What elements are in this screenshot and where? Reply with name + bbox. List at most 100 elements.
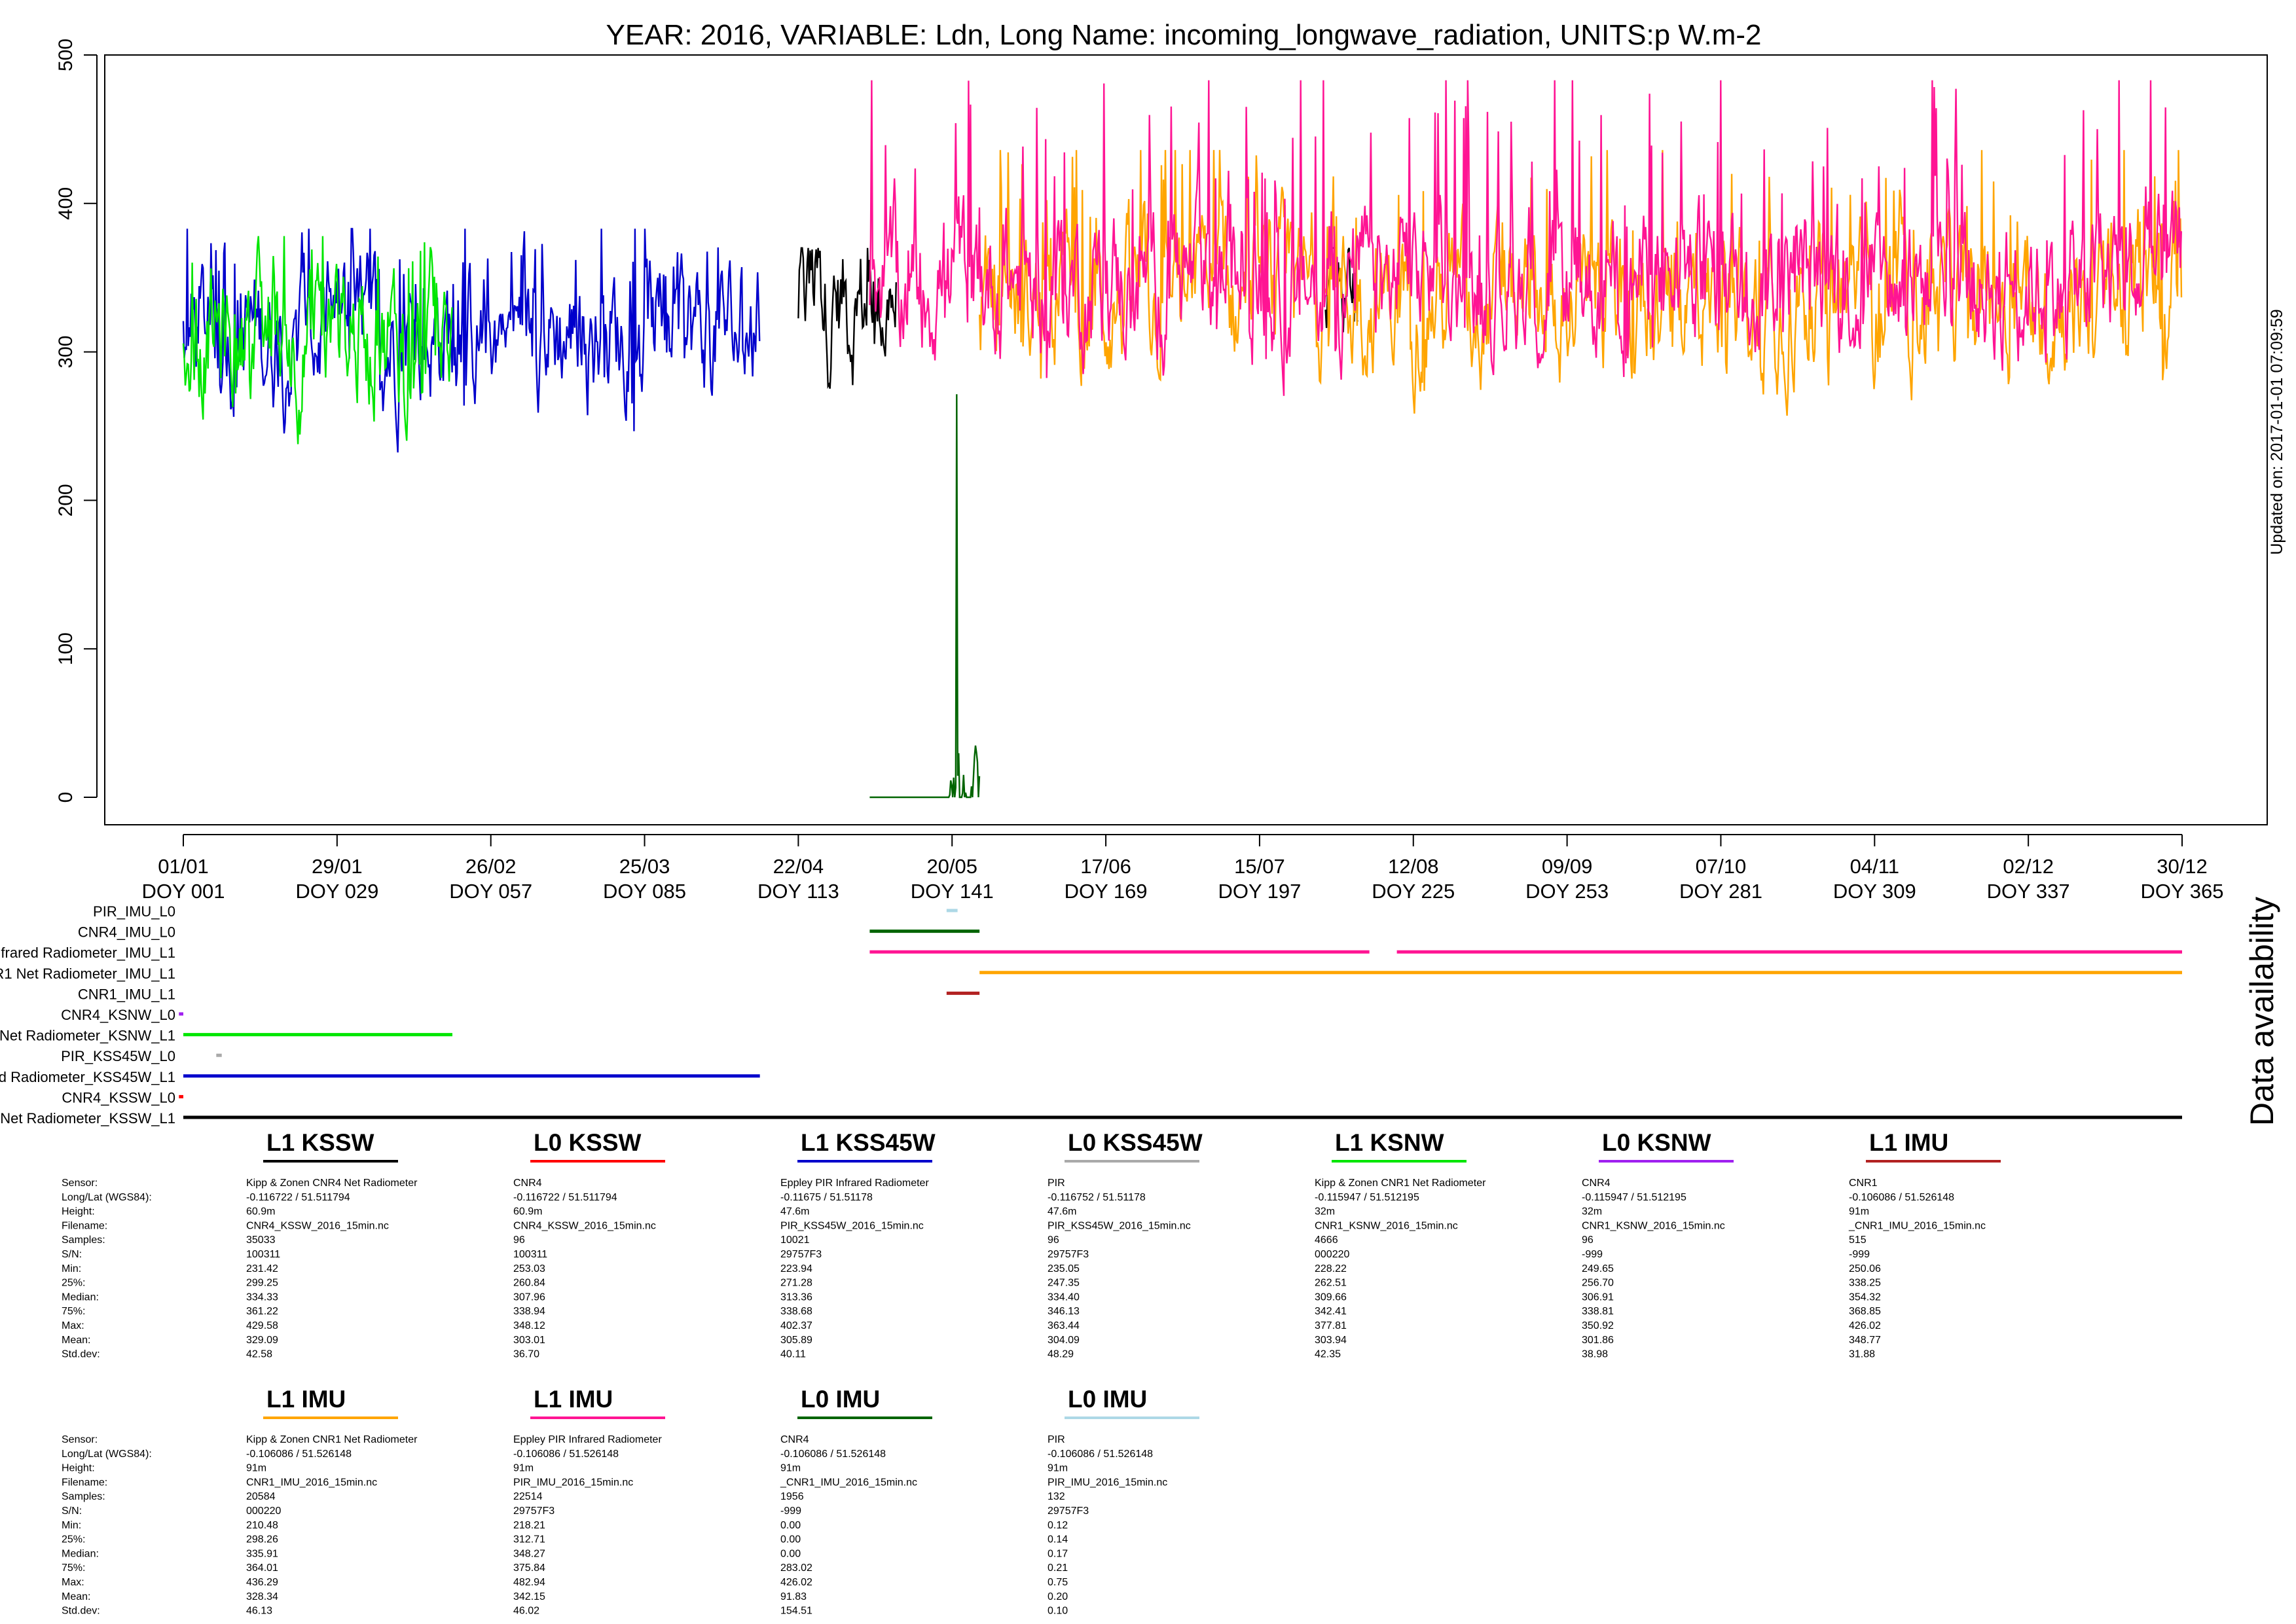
availability-title: Data availability — [2244, 897, 2280, 1126]
stats-value: 253.03 — [513, 1263, 545, 1274]
stats-row-label: Samples: — [62, 1491, 105, 1502]
stats-value: 228.22 — [1315, 1263, 1347, 1274]
stats-value: 91m — [513, 1463, 534, 1474]
stats-value: 60.9m — [513, 1206, 542, 1218]
series-pir-kss45w-l1 — [182, 228, 761, 453]
stats-value: CNR4_KSSW_2016_15min.nc — [246, 1220, 389, 1231]
stats-value: 31.88 — [1849, 1349, 1875, 1360]
series-pir-imu-l1 — [869, 80, 2182, 396]
availability-label: CNR4_IMU_L0 — [78, 924, 175, 941]
stats-value: PIR_KSS45W_2016_15min.nc — [780, 1220, 924, 1231]
x-tick-doy: DOY 337 — [1987, 880, 2070, 903]
stats-panel-title: L1 KSS45W — [801, 1129, 936, 1156]
series-layer — [182, 80, 2183, 799]
stats-row-label: Max: — [62, 1577, 84, 1588]
stats-row-label: S/N: — [62, 1506, 82, 1517]
stats-row-label: Sensor: — [62, 1178, 98, 1189]
stats-row-label: 75%: — [62, 1306, 85, 1317]
stats-value: 335.91 — [246, 1548, 278, 1559]
stats-value: 60.9m — [246, 1206, 275, 1218]
stats-value: 271.28 — [780, 1278, 812, 1289]
stats-value: _CNR1_IMU_2016_15min.nc — [1848, 1220, 1986, 1231]
x-tick-date: 20/05 — [926, 855, 977, 878]
stats-value: 47.6m — [1048, 1206, 1076, 1218]
stats-value: 346.13 — [1048, 1306, 1080, 1317]
x-tick-doy: DOY 197 — [1218, 880, 1301, 903]
stats-value: 218.21 — [513, 1520, 545, 1531]
stats-value: 338.68 — [780, 1306, 812, 1317]
y-tick-label: 0 — [55, 792, 77, 803]
stats-value: 91m — [780, 1463, 801, 1474]
stats-value: 304.09 — [1048, 1335, 1080, 1346]
stats-value: 0.00 — [780, 1520, 801, 1531]
stats-value: 298.26 — [246, 1534, 278, 1545]
x-tick-doy: DOY 141 — [911, 880, 994, 903]
stats-value: CNR1_IMU_2016_15min.nc — [246, 1477, 377, 1488]
stats-value: 283.02 — [780, 1562, 812, 1574]
y-tick-label: 200 — [55, 484, 77, 516]
stats-value: 36.70 — [513, 1349, 539, 1360]
y-tick-label: 100 — [55, 632, 77, 665]
stats-value: 436.29 — [246, 1577, 278, 1588]
x-tick-doy: DOY 029 — [295, 880, 378, 903]
stats-value: 100311 — [513, 1249, 547, 1260]
x-tick-date: 01/01 — [158, 855, 209, 878]
stats-value: 348.27 — [513, 1548, 545, 1559]
stats-row-label: 25%: — [62, 1278, 85, 1289]
stats-value: 154.51 — [780, 1606, 812, 1617]
stats-row-label: 25%: — [62, 1534, 85, 1545]
stats-value: 342.15 — [513, 1591, 545, 1602]
stats-value: 40.11 — [780, 1349, 806, 1360]
stats-value: PIR_IMU_2016_15min.nc — [513, 1477, 633, 1488]
stats-value: 328.34 — [246, 1591, 278, 1602]
stats-panel-title: L1 IMU — [266, 1386, 346, 1413]
stats-value: 1956 — [780, 1491, 804, 1502]
stats-value: 375.84 — [513, 1562, 545, 1574]
stats-value: 231.42 — [246, 1263, 278, 1274]
stats-row-label: Median: — [62, 1548, 99, 1559]
plot-frame — [104, 54, 2268, 825]
stats-value: 46.13 — [246, 1606, 272, 1617]
stats-row-label: Min: — [62, 1520, 81, 1531]
stats-value: Kipp & Zonen CNR1 Net Radiometer — [1315, 1178, 1486, 1189]
updated-label: Updated on: 2017-01-01 07:09:59 — [2268, 309, 2286, 554]
stats-panel-title: L0 IMU — [1068, 1386, 1147, 1413]
stats-value: 20584 — [246, 1491, 276, 1502]
stats-value: 312.71 — [513, 1534, 545, 1545]
availability-label: PIR_IMU_L0 — [93, 903, 175, 920]
stats-value: -0.106086 / 51.526148 — [513, 1449, 619, 1460]
x-tick-date: 30/12 — [2157, 855, 2208, 878]
stats-row-label: Mean: — [62, 1335, 90, 1346]
stats-value: 350.92 — [1582, 1320, 1614, 1331]
stats-value: PIR_KSS45W_2016_15min.nc — [1048, 1220, 1191, 1231]
stats-value: 515 — [1849, 1235, 1867, 1246]
stats-value: 000220 — [246, 1506, 281, 1517]
x-tick-date: 26/02 — [465, 855, 517, 878]
availability-label: Eppley PIR Infrared Radiometer_KSS45W_L1 — [0, 1069, 175, 1085]
stats-value: 100311 — [246, 1249, 280, 1260]
stats-value: -0.106086 / 51.526148 — [780, 1449, 886, 1460]
stats-value: 0.00 — [780, 1534, 801, 1545]
stats-value: -0.106086 / 51.526148 — [246, 1449, 352, 1460]
availability-label: Kipp & Zonen CNR1 Net Radiometer_KSNW_L1 — [0, 1028, 175, 1044]
availability-label: CNR1_IMU_L1 — [78, 986, 175, 1002]
y-tick-label: 300 — [55, 336, 77, 369]
stats-value: 354.32 — [1849, 1291, 1881, 1303]
x-tick-doy: DOY 113 — [757, 880, 839, 903]
x-tick-doy: DOY 001 — [142, 880, 225, 903]
stats-value: 46.02 — [513, 1606, 539, 1617]
stats-value: 4666 — [1315, 1235, 1338, 1246]
x-tick-doy: DOY 365 — [2141, 880, 2224, 903]
stats-value: 38.98 — [1582, 1349, 1608, 1360]
stats-value: 363.44 — [1048, 1320, 1080, 1331]
x-tick-doy: DOY 281 — [1679, 880, 1762, 903]
stats-value: 0.00 — [780, 1548, 801, 1559]
stats-value: 42.35 — [1315, 1349, 1341, 1360]
stats-value: 303.94 — [1315, 1335, 1347, 1346]
stats-value: PIR — [1048, 1434, 1065, 1445]
stats-value: 334.33 — [246, 1291, 278, 1303]
stats-value: 29757F3 — [1048, 1506, 1089, 1517]
y-tick-label: 400 — [55, 187, 77, 220]
stats-value: 306.91 — [1582, 1291, 1614, 1303]
